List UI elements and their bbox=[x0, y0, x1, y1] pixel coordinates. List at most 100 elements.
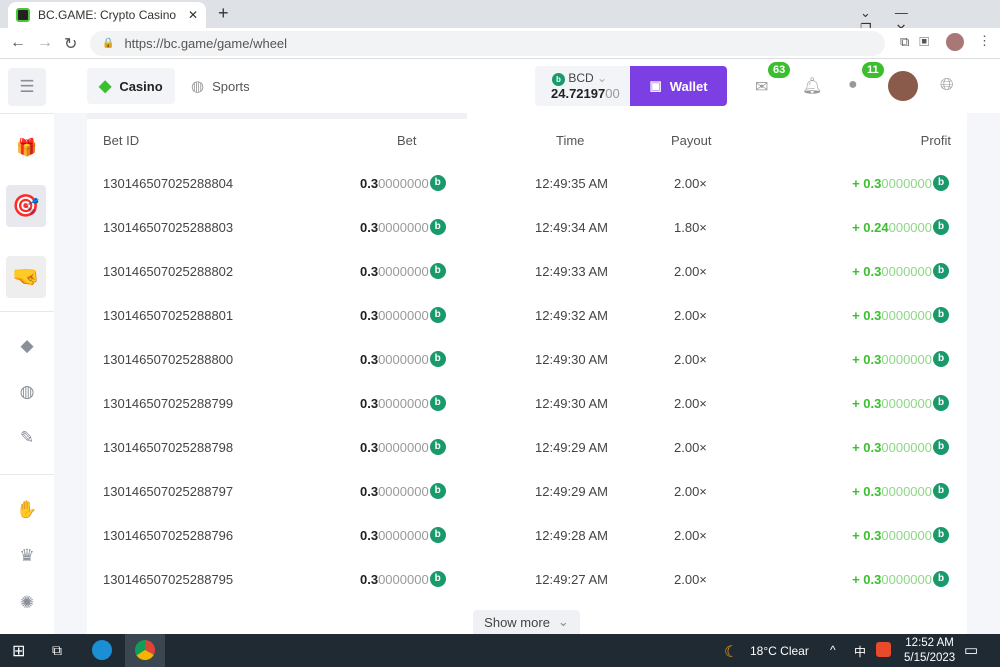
bet-id[interactable]: 130146507025288795 bbox=[103, 571, 234, 587]
browser-tab-bar: BC.GAME: Crypto Casino Games ✕ + ⌄—❐✕ bbox=[0, 0, 1000, 36]
chat-icon[interactable]: ● bbox=[848, 76, 858, 93]
edge-icon[interactable] bbox=[92, 640, 112, 660]
bet-id[interactable]: 130146507025288800 bbox=[103, 351, 234, 367]
table-row[interactable]: 130146507025288798 0.3 0000000 b 12:49:29 … bbox=[87, 425, 967, 469]
bet-id[interactable]: 130146507025288797 bbox=[103, 483, 234, 499]
bet-amount: 0.3 0000000 b bbox=[360, 161, 446, 205]
table-row[interactable]: 130146507025288799 0.3 0000000 b 12:49:30 … bbox=[87, 381, 967, 425]
handshake-icon[interactable]: ✋ bbox=[16, 500, 38, 519]
profit: + 0.3 0000000 b bbox=[852, 293, 949, 337]
profit-tail: 0000000 bbox=[881, 483, 932, 499]
bet-time: 12:49:27 AM bbox=[535, 571, 608, 587]
bet-id[interactable]: 130146507025288801 bbox=[103, 307, 234, 323]
target-icon[interactable]: 🎯 bbox=[6, 185, 46, 227]
forward-icon[interactable]: → bbox=[37, 34, 53, 51]
gift-icon[interactable]: 🎁 bbox=[16, 138, 38, 157]
table-row[interactable]: 130146507025288804 0.3 0000000 b 12:49:35 … bbox=[87, 161, 967, 205]
profit-main: + 0.3 bbox=[852, 483, 882, 499]
bet-time: 12:49:34 AM bbox=[535, 219, 608, 235]
profit-main: + 0.3 bbox=[852, 527, 882, 543]
sogou-icon[interactable] bbox=[876, 642, 891, 657]
bet-amount-main: 0.3 bbox=[360, 351, 379, 367]
bet-id[interactable]: 130146507025288799 bbox=[103, 395, 234, 411]
new-tab-icon[interactable]: + bbox=[218, 3, 229, 23]
browser-tab[interactable]: BC.GAME: Crypto Casino Games ✕ bbox=[8, 2, 206, 28]
show-more-button[interactable]: Show more ⌄ bbox=[473, 610, 580, 634]
bcd-coin-icon: b bbox=[429, 483, 446, 499]
bet-id[interactable]: 130146507025288796 bbox=[103, 527, 234, 543]
table-row[interactable]: 130146507025288801 0.3 0000000 b 12:49:32 … bbox=[87, 293, 967, 337]
user-avatar[interactable] bbox=[888, 71, 918, 101]
ime-indicator[interactable]: 中 bbox=[854, 645, 867, 659]
bet-amount: 0.3 0000000 b bbox=[360, 381, 446, 425]
bet-amount: 0.3 0000000 b bbox=[360, 469, 446, 513]
mail-icon[interactable]: ✉ bbox=[755, 79, 769, 96]
tray-chevron-icon[interactable]: ^ bbox=[830, 643, 836, 657]
bet-amount-main: 0.3 bbox=[360, 175, 379, 191]
bcd-coin-icon: b bbox=[933, 483, 949, 499]
table-row[interactable]: 130146507025288797 0.3 0000000 b 12:49:29 … bbox=[87, 469, 967, 513]
bell-icon[interactable]: 🔔︎ bbox=[802, 78, 823, 95]
menu-kebab-icon[interactable]: ⋮ bbox=[978, 33, 991, 48]
clock[interactable]: 12:52 AM 5/15/2023 bbox=[904, 636, 955, 666]
bet-amount-tail: 0000000 bbox=[378, 307, 429, 323]
bet-id[interactable]: 130146507025288804 bbox=[103, 175, 234, 191]
table-row[interactable]: 130146507025288803 0.3 0000000 b 12:49:34 … bbox=[87, 205, 967, 249]
bcd-coin-icon: b bbox=[933, 439, 949, 455]
table-row[interactable]: 130146507025288802 0.3 0000000 b 12:49:33 … bbox=[87, 249, 967, 293]
address-bar-row: ← → ↻ 🔒 https://bc.game/game/wheel ⧉▣ ⋮ bbox=[0, 28, 1000, 59]
profit: + 0.3 0000000 b bbox=[852, 161, 949, 205]
sports-tab[interactable]: ◍ Sports bbox=[179, 68, 262, 104]
payout: 2.00× bbox=[674, 483, 707, 499]
site-header: ◆ Casino ◍ Sports b BCD ⌄ 24.7219700 ▣ Wa… bbox=[54, 59, 1000, 113]
profit-main: + 0.3 bbox=[852, 307, 882, 323]
payout: 2.00× bbox=[674, 439, 707, 455]
reload-icon[interactable]: ↻ bbox=[64, 36, 78, 53]
bet-amount-main: 0.3 bbox=[360, 219, 379, 235]
currency-label: BCD bbox=[568, 71, 594, 85]
bet-time: 12:49:30 AM bbox=[535, 351, 608, 367]
bet-amount-tail: 0000000 bbox=[378, 439, 429, 455]
bet-id[interactable]: 130146507025288803 bbox=[103, 219, 234, 235]
weather-text[interactable]: 18°C Clear bbox=[750, 644, 809, 658]
bet-id[interactable]: 130146507025288802 bbox=[103, 263, 234, 279]
bet-amount: 0.3 0000000 b bbox=[360, 337, 446, 381]
crown-icon[interactable]: ♛ bbox=[19, 546, 35, 565]
table-row[interactable]: 130146507025288795 0.3 0000000 b 12:49:27 … bbox=[87, 557, 967, 601]
globe-icon[interactable]: 🌐︎ bbox=[940, 75, 954, 94]
task-view-icon[interactable]: ⧉ bbox=[52, 642, 62, 658]
bcd-coin-icon: b bbox=[429, 571, 446, 587]
ticket-icon[interactable]: ✎ bbox=[19, 428, 35, 447]
bet-amount-main: 0.3 bbox=[360, 439, 379, 455]
close-tab-icon[interactable]: ✕ bbox=[187, 8, 198, 22]
profile-avatar[interactable] bbox=[946, 33, 964, 51]
bcd-coin-icon: b bbox=[933, 263, 949, 279]
table-row[interactable]: 130146507025288796 0.3 0000000 b 12:49:28 … bbox=[87, 513, 967, 557]
profit-tail: 0000000 bbox=[881, 307, 932, 323]
url-text[interactable]: https://bc.game/game/wheel bbox=[124, 36, 288, 51]
promo-hand-icon[interactable]: 🤜 bbox=[6, 256, 46, 298]
bcd-coin-icon: b bbox=[933, 175, 949, 191]
casino-icon[interactable]: ◆ bbox=[20, 336, 34, 355]
profit-tail: 0000000 bbox=[881, 263, 932, 279]
bet-amount-tail: 0000000 bbox=[378, 351, 429, 367]
currency-selector[interactable]: b BCD ⌄ 24.7219700 bbox=[535, 66, 631, 106]
menu-icon[interactable]: ☰ bbox=[8, 68, 46, 106]
chrome-taskbar-item[interactable] bbox=[125, 634, 165, 667]
sports-icon[interactable]: ◍ bbox=[19, 382, 35, 401]
start-icon[interactable]: ⊞ bbox=[12, 643, 26, 660]
profit: + 0.3 0000000 b bbox=[852, 513, 949, 557]
back-icon[interactable]: ← bbox=[10, 34, 26, 51]
bcd-coin-icon: b bbox=[429, 439, 446, 455]
profit-tail: 0000000 bbox=[881, 527, 932, 543]
settings-icon[interactable]: ✺ bbox=[19, 593, 35, 612]
extension-icons[interactable]: ⧉▣ bbox=[900, 34, 940, 49]
casino-tab[interactable]: ◆ Casino bbox=[87, 68, 175, 104]
notifications-icon[interactable]: ▭ bbox=[964, 642, 979, 659]
profit-tail: 0000000 bbox=[881, 571, 932, 587]
table-row[interactable]: 130146507025288800 0.3 0000000 b 12:49:30 … bbox=[87, 337, 967, 381]
wallet-button[interactable]: ▣ Wallet bbox=[630, 66, 727, 106]
url-bar[interactable]: 🔒 https://bc.game/game/wheel bbox=[90, 31, 885, 56]
sidebar: ☰ 🎁 🎯 🤜 ◆ ◍ ✎ ✋ ♛ ✺ bbox=[0, 59, 54, 634]
bet-id[interactable]: 130146507025288798 bbox=[103, 439, 234, 455]
